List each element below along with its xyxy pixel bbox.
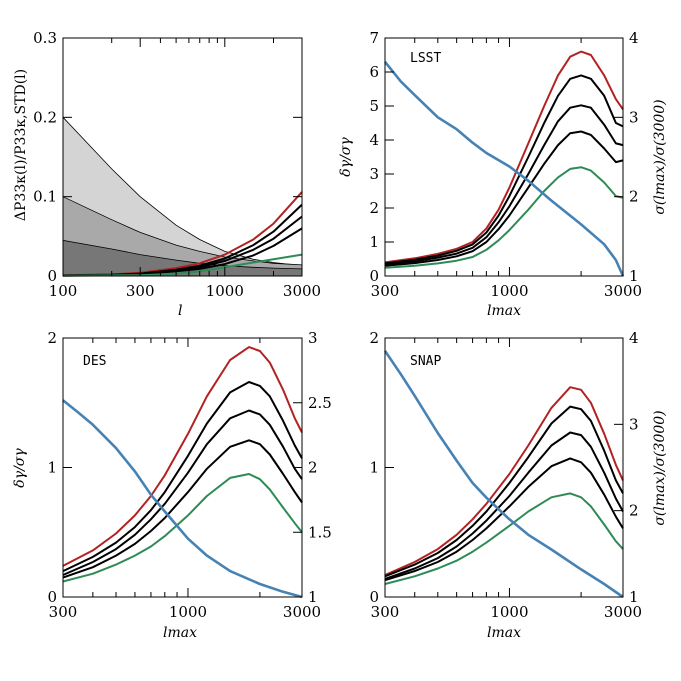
y-tick-label: 0.1 <box>33 188 57 206</box>
series-line-4 <box>384 166 624 269</box>
x-tick-label: 1000 <box>490 282 528 300</box>
y-axis-label: δγ/σγ <box>12 448 28 488</box>
y-tick-label: 1 <box>369 233 379 251</box>
series-line-2 <box>384 104 624 266</box>
panel-bottom-left: 300 1000 3000 0 1 2 1 1.5 2 2.5 3 DES lmax δγ/σγ <box>12 329 332 641</box>
y2-tick-label: 3 <box>308 329 318 347</box>
series-line-1 <box>384 405 624 578</box>
y-tick-label: 4 <box>369 131 379 149</box>
plot-frame <box>62 37 303 277</box>
panel-label-lsst: LSST <box>410 51 441 66</box>
x-tick-label: 300 <box>126 282 155 300</box>
y2-axis-label: σ(lmax)/σ(3000) <box>652 99 668 214</box>
x-tick-label: 3000 <box>283 603 321 621</box>
x-axis-label: lmax <box>487 303 521 319</box>
y-tick-label: 0 <box>47 267 57 285</box>
y-tick-label: 0 <box>369 267 379 285</box>
y-axis-label: δγ/σγ <box>338 137 354 177</box>
y2-axis-label: σ(lmax)/σ(3000) <box>652 410 668 525</box>
y2-tick-label: 1 <box>308 588 318 606</box>
series-line-3 <box>384 130 624 267</box>
y-tick-label: 0 <box>369 588 379 606</box>
y2-tick-label: 2 <box>308 459 318 477</box>
y-tick-label: 2 <box>369 199 379 217</box>
y-tick-label: 0.2 <box>33 108 57 126</box>
y2-tick-label: 1 <box>629 267 639 285</box>
x-tick-label: 300 <box>371 282 400 300</box>
plot-area-p1: 100 300 1000 3000 0 0.1 0.2 0.3 <box>33 29 321 300</box>
y2-tick-label: 4 <box>629 29 639 47</box>
panel-label-snap: SNAP <box>410 354 441 369</box>
x-axis-label: lmax <box>163 625 197 641</box>
series-line-1 <box>384 74 624 265</box>
y-tick-label: 6 <box>369 63 379 81</box>
plot-area-p3: 300 1000 3000 0 1 2 1 1.5 2 2.5 3 <box>47 329 331 621</box>
y-tick-label: 2 <box>369 329 379 347</box>
y2-tick-label: 2.5 <box>308 394 332 412</box>
x-tick-label: 3000 <box>604 282 642 300</box>
panel-label-des: DES <box>83 354 106 369</box>
panel-top-left: 100 300 1000 3000 0 0.1 0.2 0.3 l ΔP33κ(l)/P33κ… <box>13 29 321 319</box>
plot-frame <box>62 337 303 598</box>
y-tick-label: 3 <box>369 165 379 183</box>
x-tick-label: 3000 <box>283 282 321 300</box>
series-line-3 <box>62 439 303 579</box>
series-line-2 <box>384 431 624 580</box>
series-line-1 <box>62 381 303 573</box>
y-tick-label: 5 <box>369 97 379 115</box>
series-line-0 <box>384 386 624 576</box>
plot-area-p4: 300 1000 3000 0 1 2 1 2 3 4 <box>369 329 642 621</box>
series-line-5 <box>383 350 624 599</box>
series-line-3 <box>384 457 624 582</box>
series-line-2 <box>62 409 303 576</box>
y-tick-label: 7 <box>369 29 379 47</box>
x-tick-label: 1000 <box>490 603 528 621</box>
plot-area-p2: 300 1000 3000 0 1 2 3 4 5 6 7 1 2 3 4 <box>369 29 642 300</box>
series-line-4 <box>384 492 624 585</box>
y-tick-label: 2 <box>47 329 57 347</box>
x-tick-label: 300 <box>371 603 400 621</box>
y-tick-label: 1 <box>47 459 57 477</box>
y-tick-label: 1 <box>369 459 379 477</box>
x-tick-label: 1000 <box>169 603 207 621</box>
x-axis-label: l <box>178 303 182 319</box>
y2-tick-label: 4 <box>629 329 639 347</box>
series-line-0 <box>384 50 624 264</box>
y2-tick-label: 3 <box>629 415 639 433</box>
series-line-5 <box>62 399 303 599</box>
y2-tick-label: 3 <box>629 108 639 126</box>
series-line-4 <box>62 473 303 583</box>
panel-bottom-right: 300 1000 3000 0 1 2 1 2 3 4 SNAP lmax σ(lmax)/σ(3… <box>369 329 668 641</box>
x-tick-label: 100 <box>49 282 78 300</box>
series-line-5 <box>383 60 625 277</box>
x-tick-label: 300 <box>49 603 78 621</box>
y-axis-label: ΔP33κ(l)/P33κ,STD(l) <box>13 69 29 221</box>
y2-tick-label: 1.5 <box>308 523 332 541</box>
y2-tick-label: 2 <box>629 502 639 520</box>
x-tick-label: 3000 <box>604 603 642 621</box>
y2-tick-label: 2 <box>629 188 639 206</box>
x-tick-label: 1000 <box>206 282 244 300</box>
plot-frame <box>384 37 624 277</box>
y2-tick-label: 1 <box>629 588 639 606</box>
y-tick-label: 0 <box>47 588 57 606</box>
series-line-0 <box>62 346 303 567</box>
x-axis-label: lmax <box>487 625 521 641</box>
plot-frame <box>384 337 624 598</box>
series-line-4 <box>62 253 303 277</box>
y-tick-label: 0.3 <box>33 29 57 47</box>
